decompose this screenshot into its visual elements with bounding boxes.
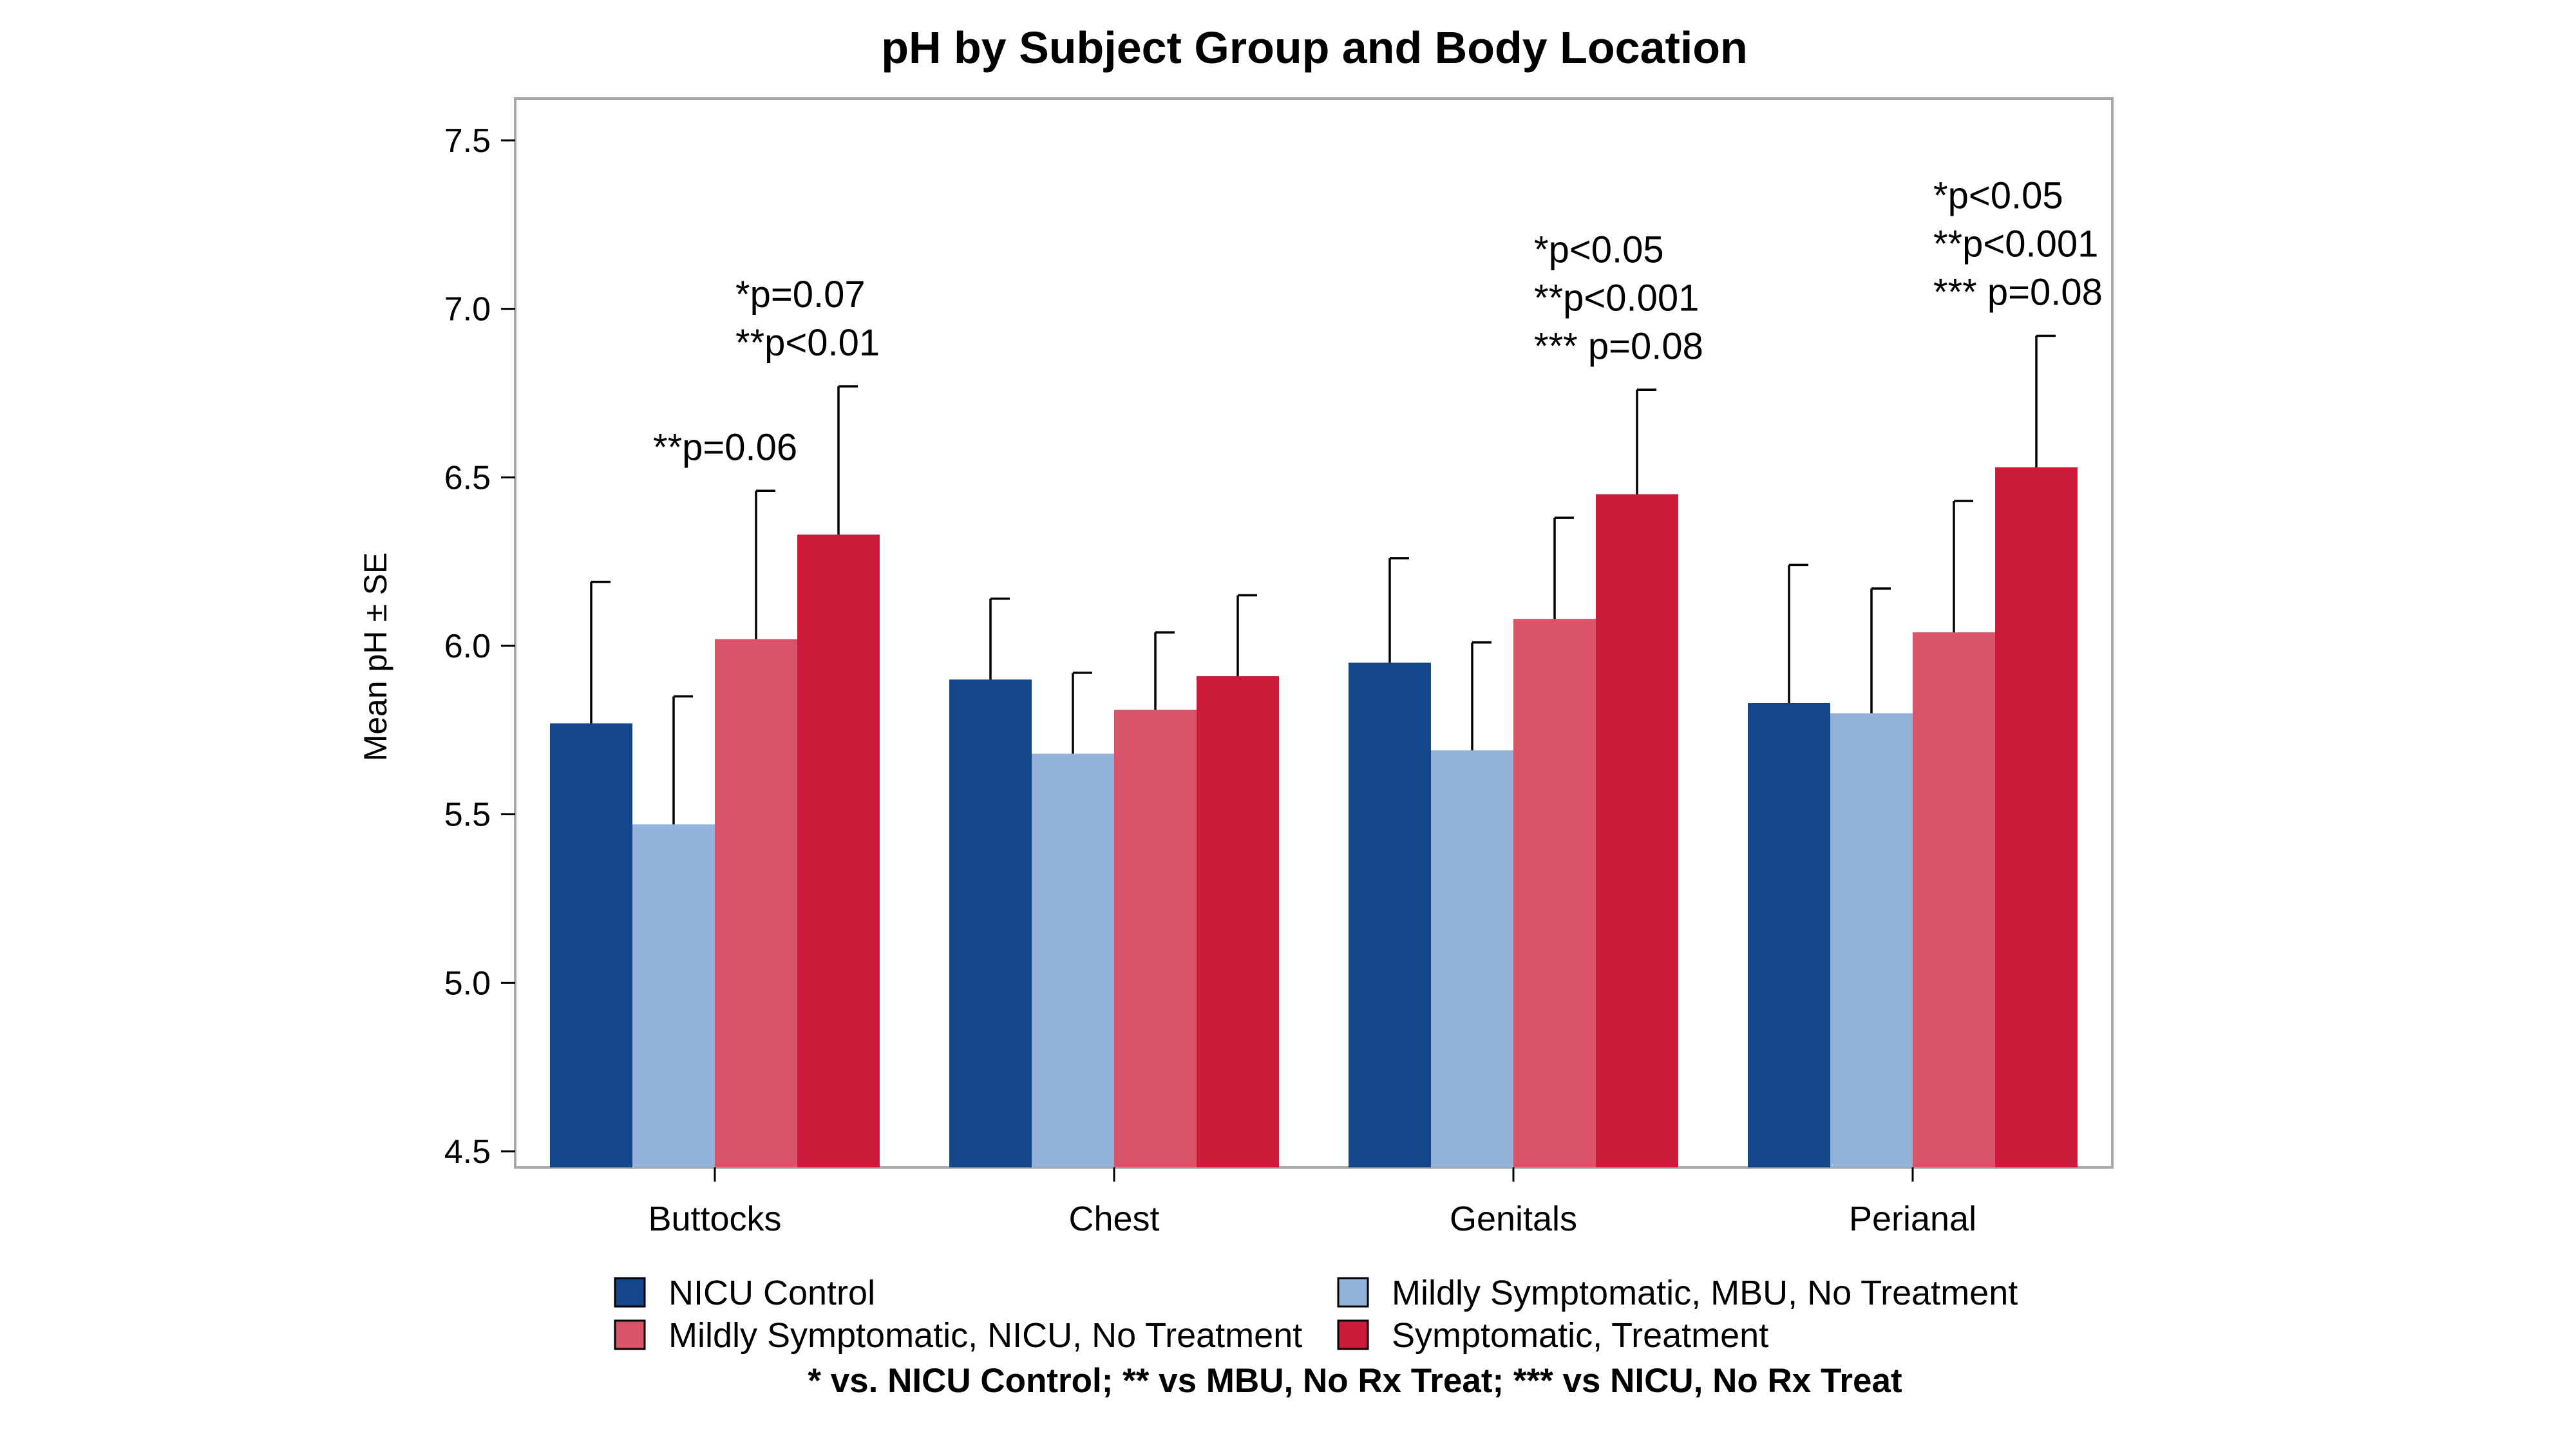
bar <box>1748 702 1830 1167</box>
significance-footnote: * vs. NICU Control; ** vs MBU, No Rx Tre… <box>808 1362 1902 1400</box>
bar <box>797 534 880 1167</box>
significance-annotation: *** p=0.08 <box>1933 272 2103 314</box>
legend-label: Mildly Symptomatic, NICU, No Treatment <box>668 1316 1302 1355</box>
bar <box>1596 494 1678 1167</box>
significance-annotation: **p<0.001 <box>1933 223 2098 265</box>
y-tick-label: 5.5 <box>444 797 491 834</box>
x-tick-label: Buttocks <box>648 1200 781 1238</box>
legend-label: NICU Control <box>668 1274 875 1312</box>
significance-annotation: *p=0.07 <box>735 274 866 316</box>
bar <box>715 639 797 1167</box>
y-axis: 4.5 5.0 5.5 6.0 6.5 7.0 7.5 <box>444 122 515 1171</box>
plot-area-frame <box>514 97 2114 1169</box>
bar <box>1114 710 1197 1167</box>
y-tick-label: 6.5 <box>444 459 491 496</box>
significance-annotation: *p<0.05 <box>1933 175 2063 217</box>
bar <box>550 723 632 1167</box>
significance-annotation: *p<0.05 <box>1534 229 1664 270</box>
significance-annotation: **p<0.01 <box>735 322 880 364</box>
y-tick-label: 5.0 <box>444 965 491 1002</box>
bar-series-group <box>550 467 2078 1168</box>
x-axis: Buttocks Chest Genitals Perianal <box>648 1167 1976 1238</box>
significance-annotation: *** p=0.08 <box>1534 325 1703 367</box>
legend-swatch <box>614 1319 646 1350</box>
bar <box>1995 467 2078 1168</box>
bar <box>1349 663 1431 1167</box>
error-bar-group <box>590 334 2056 825</box>
legend-swatch <box>1337 1319 1369 1350</box>
legend-swatch <box>1337 1277 1369 1308</box>
significance-annotation: **p=0.06 <box>653 426 797 468</box>
bar <box>949 679 1032 1167</box>
bar <box>1830 713 1913 1167</box>
y-tick-label: 7.5 <box>444 122 491 160</box>
y-tick-label: 4.5 <box>444 1133 491 1171</box>
bar <box>1197 676 1279 1167</box>
significance-annotation: **p<0.001 <box>1534 277 1699 319</box>
y-axis-label: Mean pH ± SE <box>357 552 393 762</box>
bar <box>632 824 715 1167</box>
legend-label: Mildly Symptomatic, MBU, No Treatment <box>1392 1274 2018 1312</box>
x-tick-label: Perianal <box>1849 1200 1976 1238</box>
legend-swatch <box>614 1277 646 1308</box>
y-tick-label: 6.0 <box>444 628 491 665</box>
bar <box>1913 632 1995 1167</box>
y-tick-label: 7.0 <box>444 291 491 328</box>
x-tick-label: Genitals <box>1450 1200 1577 1238</box>
chart-title: pH by Subject Group and Body Location <box>881 23 1748 73</box>
legend-label: Symptomatic, Treatment <box>1392 1316 1768 1355</box>
bar <box>1431 750 1513 1167</box>
significance-annotations: **p=0.06 *p=0.07 **p<0.01 *p<0.05 **p<0.001 *… <box>653 175 2103 469</box>
bar <box>1032 753 1114 1167</box>
legend: NICU Control Mildly Symptomatic, MBU, No … <box>614 1274 2018 1355</box>
x-tick-label: Chest <box>1068 1200 1159 1238</box>
bar <box>1513 619 1596 1167</box>
